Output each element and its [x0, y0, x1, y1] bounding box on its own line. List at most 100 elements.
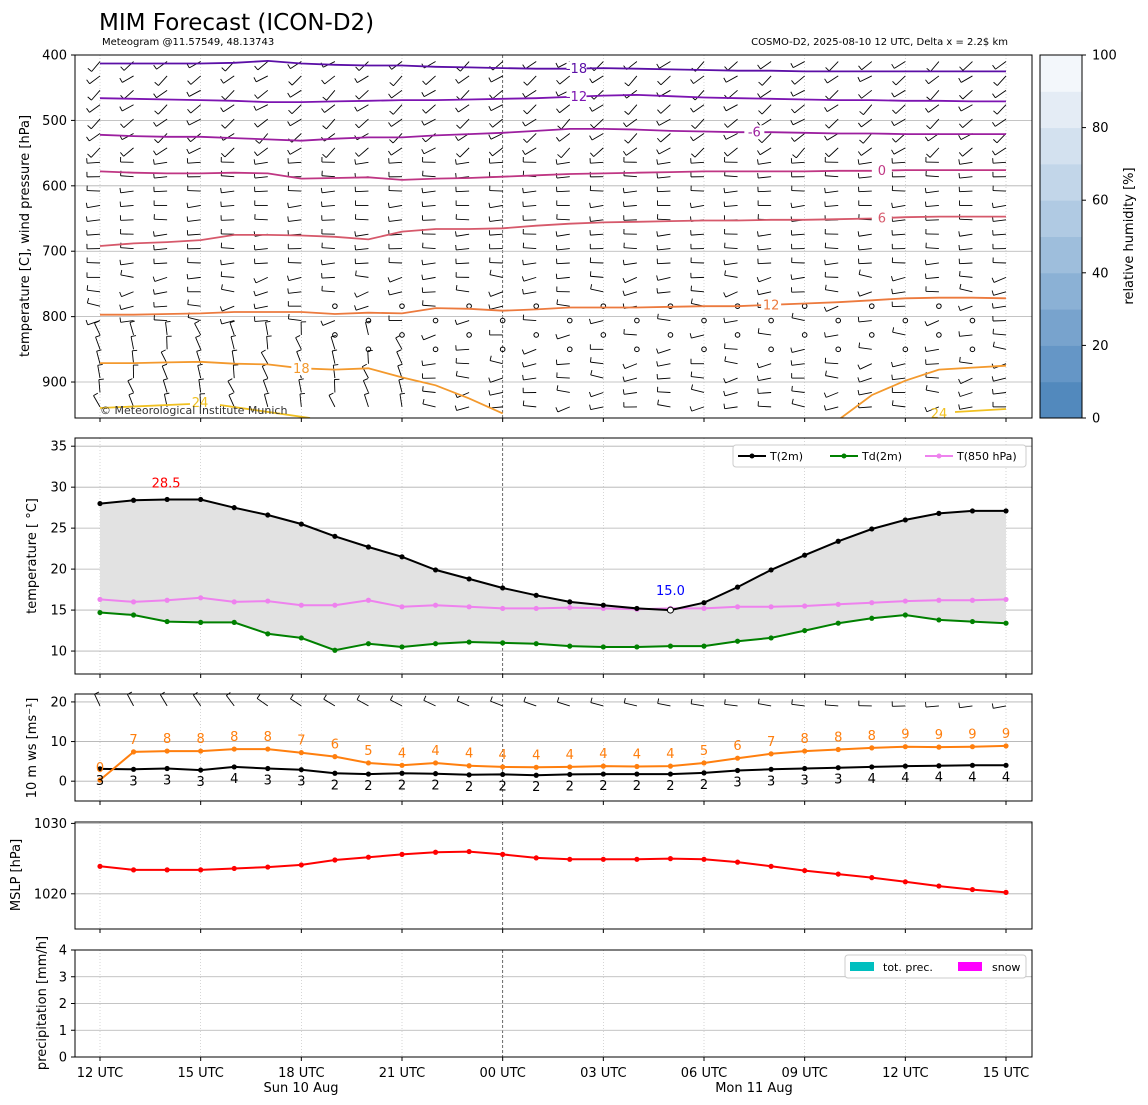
wind-barb-shaft: [928, 104, 940, 113]
wind-barb-shaft: [993, 291, 1007, 296]
wind-barb: [395, 335, 403, 350]
wind-barb: [230, 335, 237, 350]
wind-barb: [993, 104, 1007, 115]
wind-barb-feather: [556, 385, 559, 391]
wind-barb: [288, 75, 302, 86]
surface-wind-barb: [824, 699, 839, 707]
wind-barb-shaft: [825, 406, 839, 411]
wind-barb-feather: [555, 407, 559, 413]
calm-wind-marker: [499, 346, 506, 353]
wind-barb: [220, 271, 235, 278]
wind-barb-feather: [354, 106, 358, 112]
mean-wind-value-label: 2: [599, 779, 607, 794]
wind-barb: [690, 285, 705, 293]
wind-barb-shaft: [959, 406, 973, 410]
wind-barb-shaft: [693, 75, 705, 84]
calm-wind-marker: [734, 332, 741, 338]
wind-barb-shaft: [187, 304, 201, 307]
wind-barb-feather: [924, 406, 928, 412]
y-tick-label: 0: [59, 1051, 67, 1066]
wind-barb-feather: [296, 349, 302, 352]
wind-barb: [622, 376, 638, 382]
wind-barb: [824, 147, 839, 158]
wind-barb-feather: [132, 349, 138, 352]
wind-barb-shaft: [657, 363, 671, 367]
wind-barb-shaft: [288, 161, 302, 164]
wind-barb: [589, 404, 604, 411]
wind-barb-shaft: [129, 322, 134, 336]
wind-barb-feather: [523, 110, 528, 115]
wind-barb: [221, 90, 235, 100]
wind-barb-feather: [333, 364, 339, 366]
series-line: [99, 611, 1007, 652]
wind-barb-shaft: [523, 319, 537, 321]
wind-barb: [689, 202, 705, 209]
series-point: [768, 567, 774, 573]
wind-barb: [824, 133, 839, 141]
wind-barb: [589, 318, 604, 325]
wind-barb-shaft: [628, 75, 638, 87]
wind-barb: [857, 389, 872, 396]
wind-barb: [657, 214, 671, 221]
wind-barb-feather: [555, 334, 558, 340]
wind-barb-feather: [824, 135, 828, 141]
wind-barb-feather: [757, 150, 761, 156]
wind-barb-feather: [288, 109, 293, 115]
wind-frame: [74, 693, 1033, 802]
wind-barb: [690, 243, 705, 250]
wind-barb-shaft: [254, 320, 268, 322]
wind-barb-shaft: [759, 147, 772, 156]
wind-barb: [186, 158, 201, 164]
wind-barb-feather: [455, 370, 458, 376]
wind-barb: [119, 75, 134, 83]
wind-barb: [387, 202, 403, 209]
wind-barb-shaft: [725, 104, 738, 112]
wind-barb: [624, 133, 638, 144]
wind-barb: [926, 147, 940, 158]
gust-value-label: 4: [431, 744, 439, 759]
wind-barb: [227, 378, 235, 393]
wind-barb: [723, 215, 738, 221]
wind-barb-shaft: [222, 305, 235, 312]
gust-value-label: 4: [633, 748, 641, 763]
wind-barb-feather: [724, 356, 727, 362]
wind-barb-shaft: [321, 262, 335, 266]
wind-barb: [657, 104, 671, 114]
wind-barb: [623, 147, 638, 156]
wind-barb-feather: [993, 81, 998, 86]
wind-barb-shaft: [791, 233, 805, 236]
wind-barb-feather: [690, 371, 693, 377]
series-point: [869, 615, 875, 621]
wind-barb-feather: [623, 150, 627, 156]
wind-barb-shaft: [926, 348, 939, 353]
surface-wind-barb: [757, 698, 772, 707]
wind-barb-shaft: [523, 701, 537, 707]
calm-wind-marker: [399, 303, 405, 309]
wind-barb-feather: [790, 137, 795, 142]
wind-barb-feather: [321, 79, 325, 85]
wind-barb-shaft: [694, 118, 705, 129]
wind-barb-feather: [857, 244, 860, 251]
mean-wind-value-label: 3: [767, 774, 775, 789]
wind-barb-feather: [790, 347, 793, 353]
wind-barb: [959, 356, 973, 365]
wind-barb-feather: [622, 290, 625, 296]
gust-value-label: 8: [230, 730, 238, 745]
wind-barb: [119, 317, 134, 323]
wind-barb-feather: [690, 136, 694, 142]
gust-point: [231, 746, 237, 752]
surface-wind-barb: [456, 696, 470, 707]
wind-barb-feather: [455, 79, 459, 84]
series-point: [164, 618, 170, 625]
wind-barb: [791, 185, 805, 192]
gust-point: [936, 744, 942, 750]
wind-barb-feather: [253, 244, 256, 251]
wind-barb-feather: [924, 259, 927, 265]
mslp-point: [835, 871, 841, 877]
wind-barb: [93, 392, 101, 408]
wind-barb: [689, 406, 705, 412]
wind-barb: [422, 386, 436, 393]
wind-barb-feather: [691, 124, 696, 129]
wind-barb: [355, 147, 369, 157]
mean-wind-value-label: 4: [230, 772, 238, 787]
